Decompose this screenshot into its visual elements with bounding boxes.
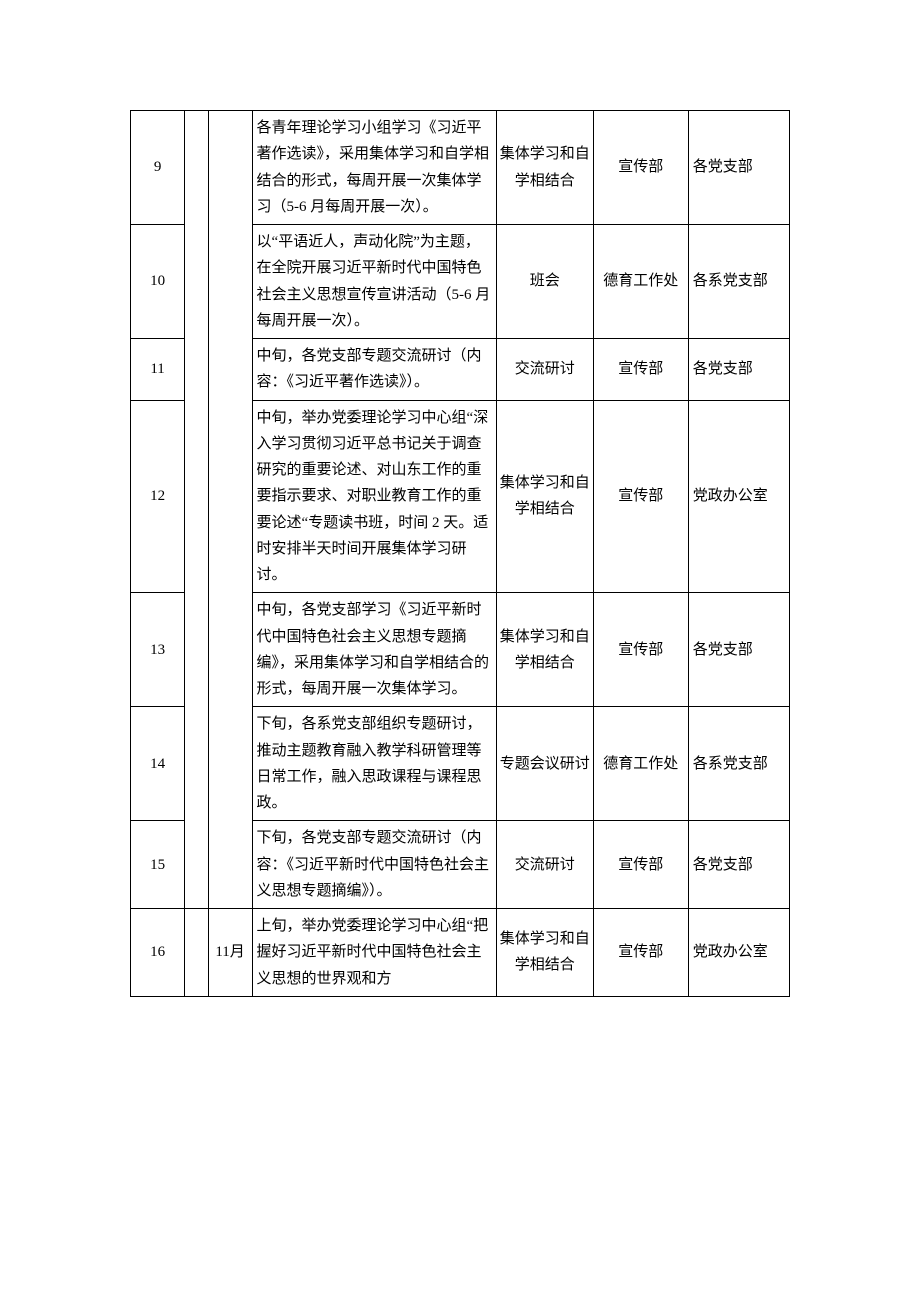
cell-desc: 各青年理论学习小组学习《习近平著作选读》，采用集体学习和自学相结合的形式，每周开… [252, 111, 496, 225]
cell-lead: 宣传部 [593, 821, 688, 909]
cell-form: 交流研讨 [496, 821, 593, 909]
cell-resp: 各系党支部 [688, 225, 789, 339]
table-row: 9 各青年理论学习小组学习《习近平著作选读》，采用集体学习和自学相结合的形式，每… [131, 111, 790, 225]
cell-resp: 各党支部 [688, 593, 789, 707]
cell-lead: 宣传部 [593, 593, 688, 707]
cell-num: 15 [131, 821, 185, 909]
cell-lead: 宣传部 [593, 909, 688, 997]
cell-desc: 中旬，各党支部专题交流研讨（内容：《习近平著作选读》）。 [252, 339, 496, 401]
cell-month [208, 111, 252, 909]
cell-lead: 宣传部 [593, 339, 688, 401]
cell-desc: 中旬，各党支部学习《习近平新时代中国特色社会主义思想专题摘编》，采用集体学习和自… [252, 593, 496, 707]
cell-lead: 德育工作处 [593, 225, 688, 339]
cell-desc: 中旬，举办党委理论学习中心组“深入学习贯彻习近平总书记关于调查研究的重要论述、对… [252, 400, 496, 593]
cell-blank [185, 909, 208, 997]
cell-lead: 宣传部 [593, 111, 688, 225]
cell-desc: 下旬，各党支部专题交流研讨（内容：《习近平新时代中国特色社会主义思想专题摘编》）… [252, 821, 496, 909]
cell-num: 10 [131, 225, 185, 339]
cell-resp: 各党支部 [688, 339, 789, 401]
cell-num: 11 [131, 339, 185, 401]
cell-form: 集体学习和自学相结合 [496, 593, 593, 707]
document-page: 9 各青年理论学习小组学习《习近平著作选读》，采用集体学习和自学相结合的形式，每… [0, 0, 920, 1057]
cell-lead: 德育工作处 [593, 707, 688, 821]
cell-num: 13 [131, 593, 185, 707]
cell-desc: 上旬，举办党委理论学习中心组“把握好习近平新时代中国特色社会主义思想的世界观和方 [252, 909, 496, 997]
schedule-table: 9 各青年理论学习小组学习《习近平著作选读》，采用集体学习和自学相结合的形式，每… [130, 110, 790, 997]
cell-resp: 各党支部 [688, 111, 789, 225]
cell-resp: 各党支部 [688, 821, 789, 909]
cell-form: 集体学习和自学相结合 [496, 111, 593, 225]
cell-resp: 党政办公室 [688, 909, 789, 997]
cell-blank [185, 111, 208, 909]
cell-form: 集体学习和自学相结合 [496, 400, 593, 593]
cell-num: 16 [131, 909, 185, 997]
cell-desc: 下旬，各系党支部组织专题研讨，推动主题教育融入教学科研管理等日常工作，融入思政课… [252, 707, 496, 821]
cell-form: 交流研讨 [496, 339, 593, 401]
cell-form: 专题会议研讨 [496, 707, 593, 821]
cell-num: 12 [131, 400, 185, 593]
cell-form: 班会 [496, 225, 593, 339]
cell-num: 14 [131, 707, 185, 821]
cell-desc: 以“平语近人，声动化院”为主题，在全院开展习近平新时代中国特色社会主义思想宣传宣… [252, 225, 496, 339]
cell-resp: 各系党支部 [688, 707, 789, 821]
cell-lead: 宣传部 [593, 400, 688, 593]
cell-month: 11月 [208, 909, 252, 997]
table-row: 16 11月 上旬，举办党委理论学习中心组“把握好习近平新时代中国特色社会主义思… [131, 909, 790, 997]
cell-resp: 党政办公室 [688, 400, 789, 593]
cell-form: 集体学习和自学相结合 [496, 909, 593, 997]
cell-num: 9 [131, 111, 185, 225]
